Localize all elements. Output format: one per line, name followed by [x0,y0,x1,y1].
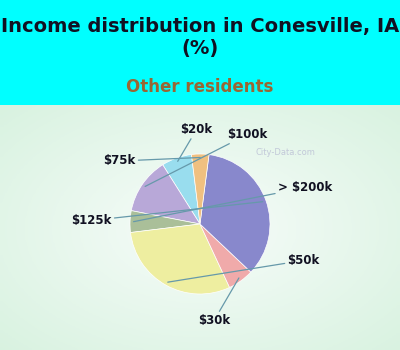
Text: City-Data.com: City-Data.com [255,148,315,157]
Text: > $200k: > $200k [134,181,332,222]
Text: $125k: $125k [71,202,263,227]
Wedge shape [130,224,230,294]
Wedge shape [192,154,209,224]
Text: $100k: $100k [145,128,268,187]
Wedge shape [131,165,200,224]
Text: Income distribution in Conesville, IA
(%): Income distribution in Conesville, IA (%… [1,17,399,58]
Wedge shape [130,211,200,232]
Text: $50k: $50k [168,254,320,282]
Wedge shape [163,154,200,224]
Text: $75k: $75k [103,154,200,168]
Wedge shape [200,224,251,287]
Text: Other residents: Other residents [126,78,274,96]
Text: $30k: $30k [198,278,239,327]
Text: $20k: $20k [178,123,212,161]
Wedge shape [200,155,270,272]
